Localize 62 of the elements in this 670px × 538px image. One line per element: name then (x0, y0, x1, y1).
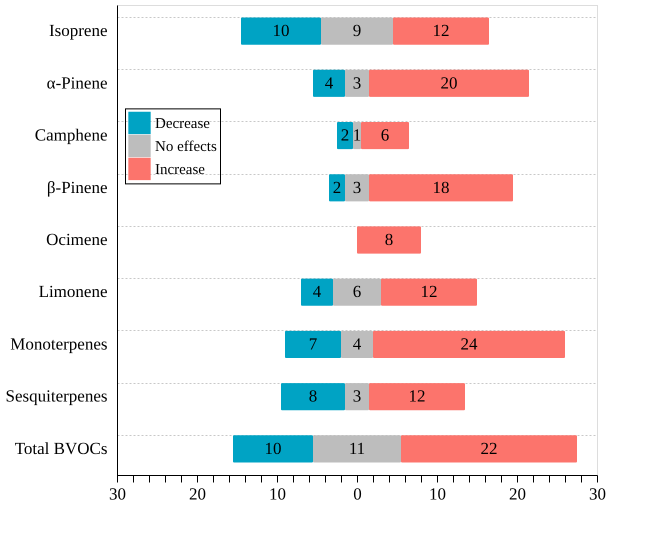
data-label: 3 (352, 73, 362, 92)
data-label: 6 (380, 126, 390, 145)
bar (329, 174, 345, 202)
data-label: 6 (352, 282, 362, 302)
data-label: 12 (408, 386, 426, 406)
data-label: 8 (308, 386, 318, 406)
bar (401, 435, 577, 462)
legend-label: Decrease (155, 116, 210, 132)
data-label: 1 (352, 126, 362, 145)
bar (241, 18, 321, 45)
bar (285, 330, 341, 358)
bar (373, 330, 565, 358)
data-label: 10 (264, 438, 282, 458)
y-tick-label: Total BVOCs (14, 438, 108, 458)
data-label: 18 (432, 178, 450, 197)
y-tick-label: Ocimene (46, 230, 108, 249)
data-label: 4 (352, 334, 362, 354)
bar (369, 70, 529, 97)
y-tick-label: Camphene (34, 126, 108, 145)
bar (313, 70, 345, 97)
x-tick-label: 10 (429, 484, 446, 504)
y-tick-label: Limonene (38, 282, 108, 302)
data-label: 3 (352, 386, 362, 406)
data-label: 24 (460, 334, 478, 354)
y-tick-label: Isoprene (48, 21, 108, 40)
data-label: 2 (340, 126, 350, 145)
bar (369, 383, 465, 410)
x-tick-label: 30 (589, 484, 606, 504)
data-label: 4 (312, 282, 322, 302)
bar (361, 122, 409, 150)
bar (281, 383, 345, 410)
data-label: 3 (352, 178, 362, 197)
x-tick-label: 20 (189, 484, 206, 504)
y-tick-label: α-Pinene (46, 73, 108, 92)
bar (381, 278, 477, 306)
data-label: 12 (432, 21, 450, 40)
x-tick-label: 30 (109, 484, 126, 504)
bar (301, 278, 333, 306)
data-label: 12 (420, 282, 438, 302)
bar (369, 174, 513, 202)
data-label: 11 (348, 438, 366, 458)
bar (337, 122, 353, 150)
y-tick-label: β-Pinene (46, 178, 108, 197)
data-label: 22 (480, 438, 498, 458)
bar (393, 18, 489, 45)
x-tick-label: 0 (353, 484, 362, 504)
data-label: 7 (308, 334, 318, 354)
y-tick-label: Sesquiterpenes (6, 386, 108, 406)
data-label: 9 (352, 21, 362, 40)
data-label: 2 (332, 178, 342, 197)
data-label: 20 (440, 73, 458, 92)
bar (357, 226, 421, 254)
data-label: 4 (324, 73, 334, 92)
x-tick-label: 10 (269, 484, 286, 504)
y-tick-label: Monoterpenes (10, 334, 108, 354)
x-tick-label: 20 (509, 484, 526, 504)
bar (345, 383, 369, 410)
legend-label: No effects (155, 138, 217, 155)
bar (233, 435, 313, 462)
data-label: 8 (384, 230, 394, 249)
legend-label: Increase (155, 162, 206, 178)
data-label: 10 (272, 21, 290, 40)
